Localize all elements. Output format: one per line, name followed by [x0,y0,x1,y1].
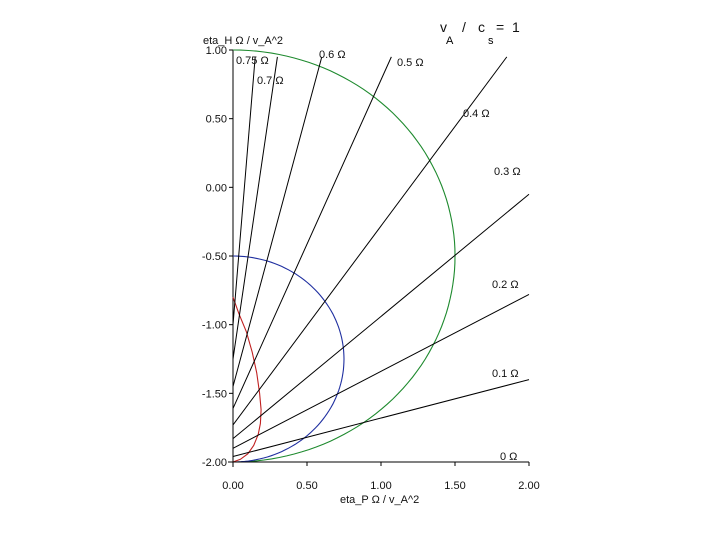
y-tick-label: 0.00 [206,182,227,194]
x-tick-label: 1.50 [444,480,465,492]
growth-line [232,56,278,360]
param-v-sub: A [446,35,454,47]
y-axis-label: eta_H Ω / v_A^2 [203,35,283,47]
curves-group [232,49,456,463]
growth-line-label: 0.4 Ω [463,108,490,120]
y-tick-label: 1.00 [206,45,227,57]
growth-line-label: 0.7 Ω [257,75,284,87]
y-tick-label: -1.00 [202,320,227,332]
x-tick-label: 0.00 [222,480,243,492]
param-value: 1 [512,19,520,35]
growth-line [232,56,323,387]
x-axis-label: eta_P Ω / v_A^2 [340,494,419,506]
y-tick-label: 0.50 [206,114,227,126]
param-v: v [440,19,447,35]
growth-line-label: 0 Ω [500,451,517,463]
growth-line [232,379,530,457]
growth-line [232,193,530,440]
growth-line-label: 0.3 Ω [494,166,521,178]
x-tick-label: 0.50 [296,480,317,492]
growth-line-label: 0.75 Ω [236,55,269,67]
x-tick-label: 2.00 [518,480,539,492]
x-tick-label: 1.00 [370,480,391,492]
growth-line-label: 0.1 Ω [492,368,519,380]
growth-line-label: 0.6 Ω [319,49,346,61]
growth-line [232,56,508,426]
y-tick-label: -1.50 [202,388,227,400]
parameter-annotation: v A / c s = 1 [440,19,520,47]
circle-curve [232,255,345,463]
growth-lines-group [232,56,530,463]
y-tick-label: -2.00 [202,457,227,469]
growth-line-label: 0.5 Ω [397,57,424,69]
param-slash: / [462,19,466,35]
boundary-curve [232,297,262,463]
param-c: c [478,19,485,35]
growth-line [232,56,392,409]
circle-curve [232,49,456,463]
growth-line-label: 0.2 Ω [492,279,519,291]
line-labels-group: 0 Ω 0.1 Ω 0.2 Ω 0.3 Ω 0.4 Ω 0.5 Ω 0.6 Ω 0.7 Ω 0.… [236,49,521,463]
param-equals: = [496,19,504,35]
param-c-sub: s [488,35,494,47]
growth-line [232,294,530,449]
growth-line [232,56,256,325]
y-tick-label: -0.50 [202,251,227,263]
ticks-group: 1.00 0.50 0.00 -0.50 -1.00 -1.50 -2.00 0.00 0.50… [202,45,540,492]
